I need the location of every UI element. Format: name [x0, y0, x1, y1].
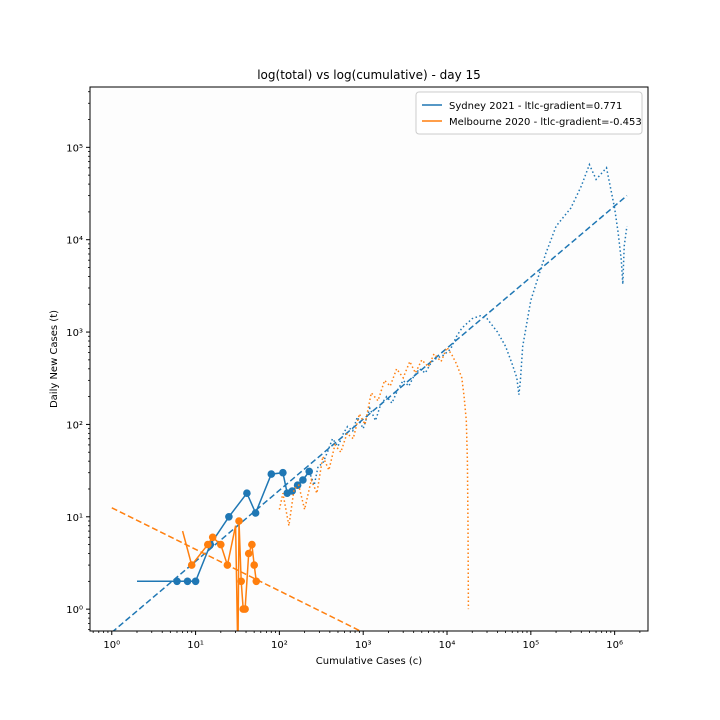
- y-tick-label: 10⁰: [66, 605, 83, 616]
- melbourne-data-point: [252, 577, 261, 586]
- x-tick-label: 10²: [271, 640, 288, 651]
- sydney-data-point: [288, 487, 297, 495]
- axes: 10⁰ 10¹ 10² 10³ 10⁴ 10⁵ 10⁶ 10⁰ 10¹ 10² 10³ 10⁴ 10⁵: [66, 86, 649, 651]
- x-tick-label: 10¹: [187, 640, 204, 651]
- melbourne-data-point: [237, 577, 245, 586]
- x-tick-label: 10⁴: [439, 640, 456, 651]
- sydney-data-point: [173, 577, 181, 586]
- melbourne-data-point: [208, 533, 217, 542]
- axes-frame: [89, 86, 649, 632]
- plot-area: [90, 87, 648, 631]
- melbourne-data-point: [244, 549, 253, 558]
- sydney-trend-line: [112, 195, 628, 631]
- sydney-data-point: [251, 509, 260, 517]
- melbourne-data-point: [235, 517, 243, 525]
- sydney-data-point: [191, 577, 200, 586]
- legend: Sydney 2021 - ltlc-gradient=0.771 Melbour…: [415, 91, 643, 135]
- sydney-data-point: [305, 467, 314, 476]
- sydney-data-point: [243, 489, 251, 498]
- y-tick-label: 10¹: [66, 513, 83, 524]
- sydney-data-point: [183, 577, 192, 586]
- x-tick-label: 10³: [355, 640, 372, 651]
- chart-title: log(total) vs log(cumulative) - day 15: [257, 68, 481, 82]
- sydney-data-point: [279, 468, 287, 477]
- legend-box: [415, 91, 643, 135]
- melbourne-data-point: [187, 561, 196, 569]
- y-tick-label: 10²: [66, 420, 83, 431]
- melbourne-data-point: [248, 540, 256, 549]
- melbourne-projection-line: [278, 345, 470, 610]
- melbourne-data-point: [241, 605, 249, 613]
- melbourne-data-point: [204, 540, 212, 549]
- x-tick-label: 10⁵: [522, 640, 539, 651]
- melbourne-data-point: [217, 540, 225, 549]
- y-axis-label: Daily New Cases (t): [49, 310, 60, 408]
- legend-label: Melbourne 2020 - ltlc-gradient=-0.453: [449, 117, 642, 128]
- sydney-data-point: [299, 476, 307, 484]
- sydney-data-point: [225, 513, 233, 521]
- sydney-data-point: [267, 470, 276, 478]
- melbourne-series-line: [181, 520, 258, 631]
- y-tick-label: 10⁵: [66, 143, 83, 154]
- x-tick-label: 10⁶: [606, 640, 623, 651]
- melbourne-trend-line: [111, 507, 363, 631]
- y-tick-label: 10⁴: [66, 236, 83, 247]
- melbourne-data-point: [223, 561, 232, 569]
- x-tick-label: 10⁰: [103, 640, 120, 651]
- x-axis-label: Cumulative Cases (c): [316, 656, 423, 667]
- melbourne-data-point: [250, 561, 258, 569]
- y-tick-label: 10³: [66, 328, 83, 339]
- legend-label: Sydney 2021 - ltlc-gradient=0.771: [449, 101, 622, 112]
- plot-background: [90, 87, 648, 631]
